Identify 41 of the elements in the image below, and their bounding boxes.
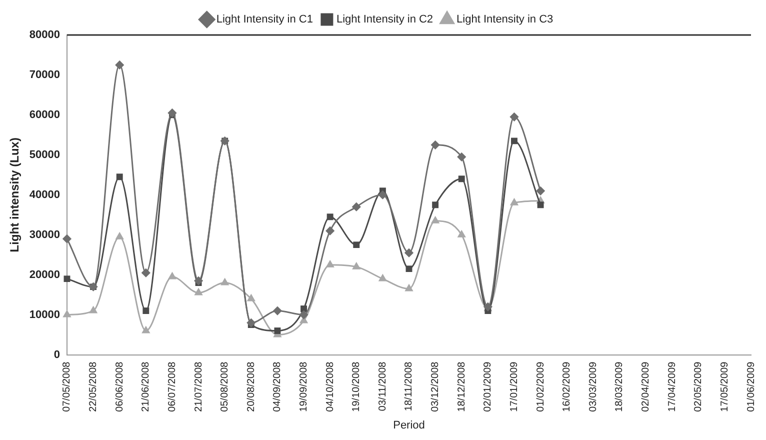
x-tick-label: 04/09/2008 [272,361,284,412]
y-tick-label: 50000 [29,148,60,161]
x-tick-label: 22/05/2008 [88,361,100,412]
legend-label: Light Intensity in C2 [336,14,434,26]
x-tick-label: 17/05/2009 [719,361,730,412]
x-tick-label: 04/10/2008 [324,361,336,412]
x-tick-label: 17/01/2009 [508,361,520,412]
x-tick-label: 18/03/2009 [614,361,626,412]
y-tick-label: 10000 [29,308,60,321]
y-tick-label: 20000 [29,268,60,281]
x-tick-label: 03/11/2008 [377,361,388,412]
x-tick-label: 06/06/2008 [114,361,126,412]
x-tick-label: 03/03/2009 [588,361,599,412]
x-tick-label: 02/01/2009 [482,361,494,412]
y-tick-label: 40000 [29,188,60,201]
x-tick-label: 02/05/2009 [693,361,704,412]
x-tick-label: 01/02/2009 [535,361,546,412]
x-tick-label: 16/02/2009 [562,361,573,412]
x-tick-label: 07/05/2008 [62,361,73,412]
x-tick-label: 17/04/2009 [666,361,678,412]
legend-label: Light Intensity in C3 [456,14,554,26]
x-tick-label: 21/07/2008 [193,361,204,412]
x-tick-label: 18/11/2008 [404,361,415,412]
x-tick-label: 19/10/2008 [351,361,362,412]
x-tick-label: 05/08/2008 [220,361,231,412]
y-tick-label: 0 [54,348,60,361]
x-tick-label: 18/12/2008 [456,361,468,412]
y-tick-label: 60000 [29,108,60,121]
x-tick-label: 21/06/2008 [140,361,152,412]
x-tick-label: 19/09/2008 [298,361,310,412]
x-tick-label: 01/06/2009 [746,361,757,412]
y-tick-label: 80000 [29,29,60,42]
y-tick-label: 30000 [29,228,60,241]
x-tick-label: 03/12/2008 [430,361,442,412]
x-axis-title: Period [393,419,425,432]
x-tick-label: 02/04/2009 [640,361,652,412]
y-tick-label: 70000 [29,69,60,81]
x-tick-label: 06/07/2008 [166,361,178,412]
y-axis-title: Light intensity (Lux) [8,138,22,252]
x-tick-label: 20/08/2008 [246,361,257,412]
legend-label: Light Intensity in C1 [216,14,313,26]
